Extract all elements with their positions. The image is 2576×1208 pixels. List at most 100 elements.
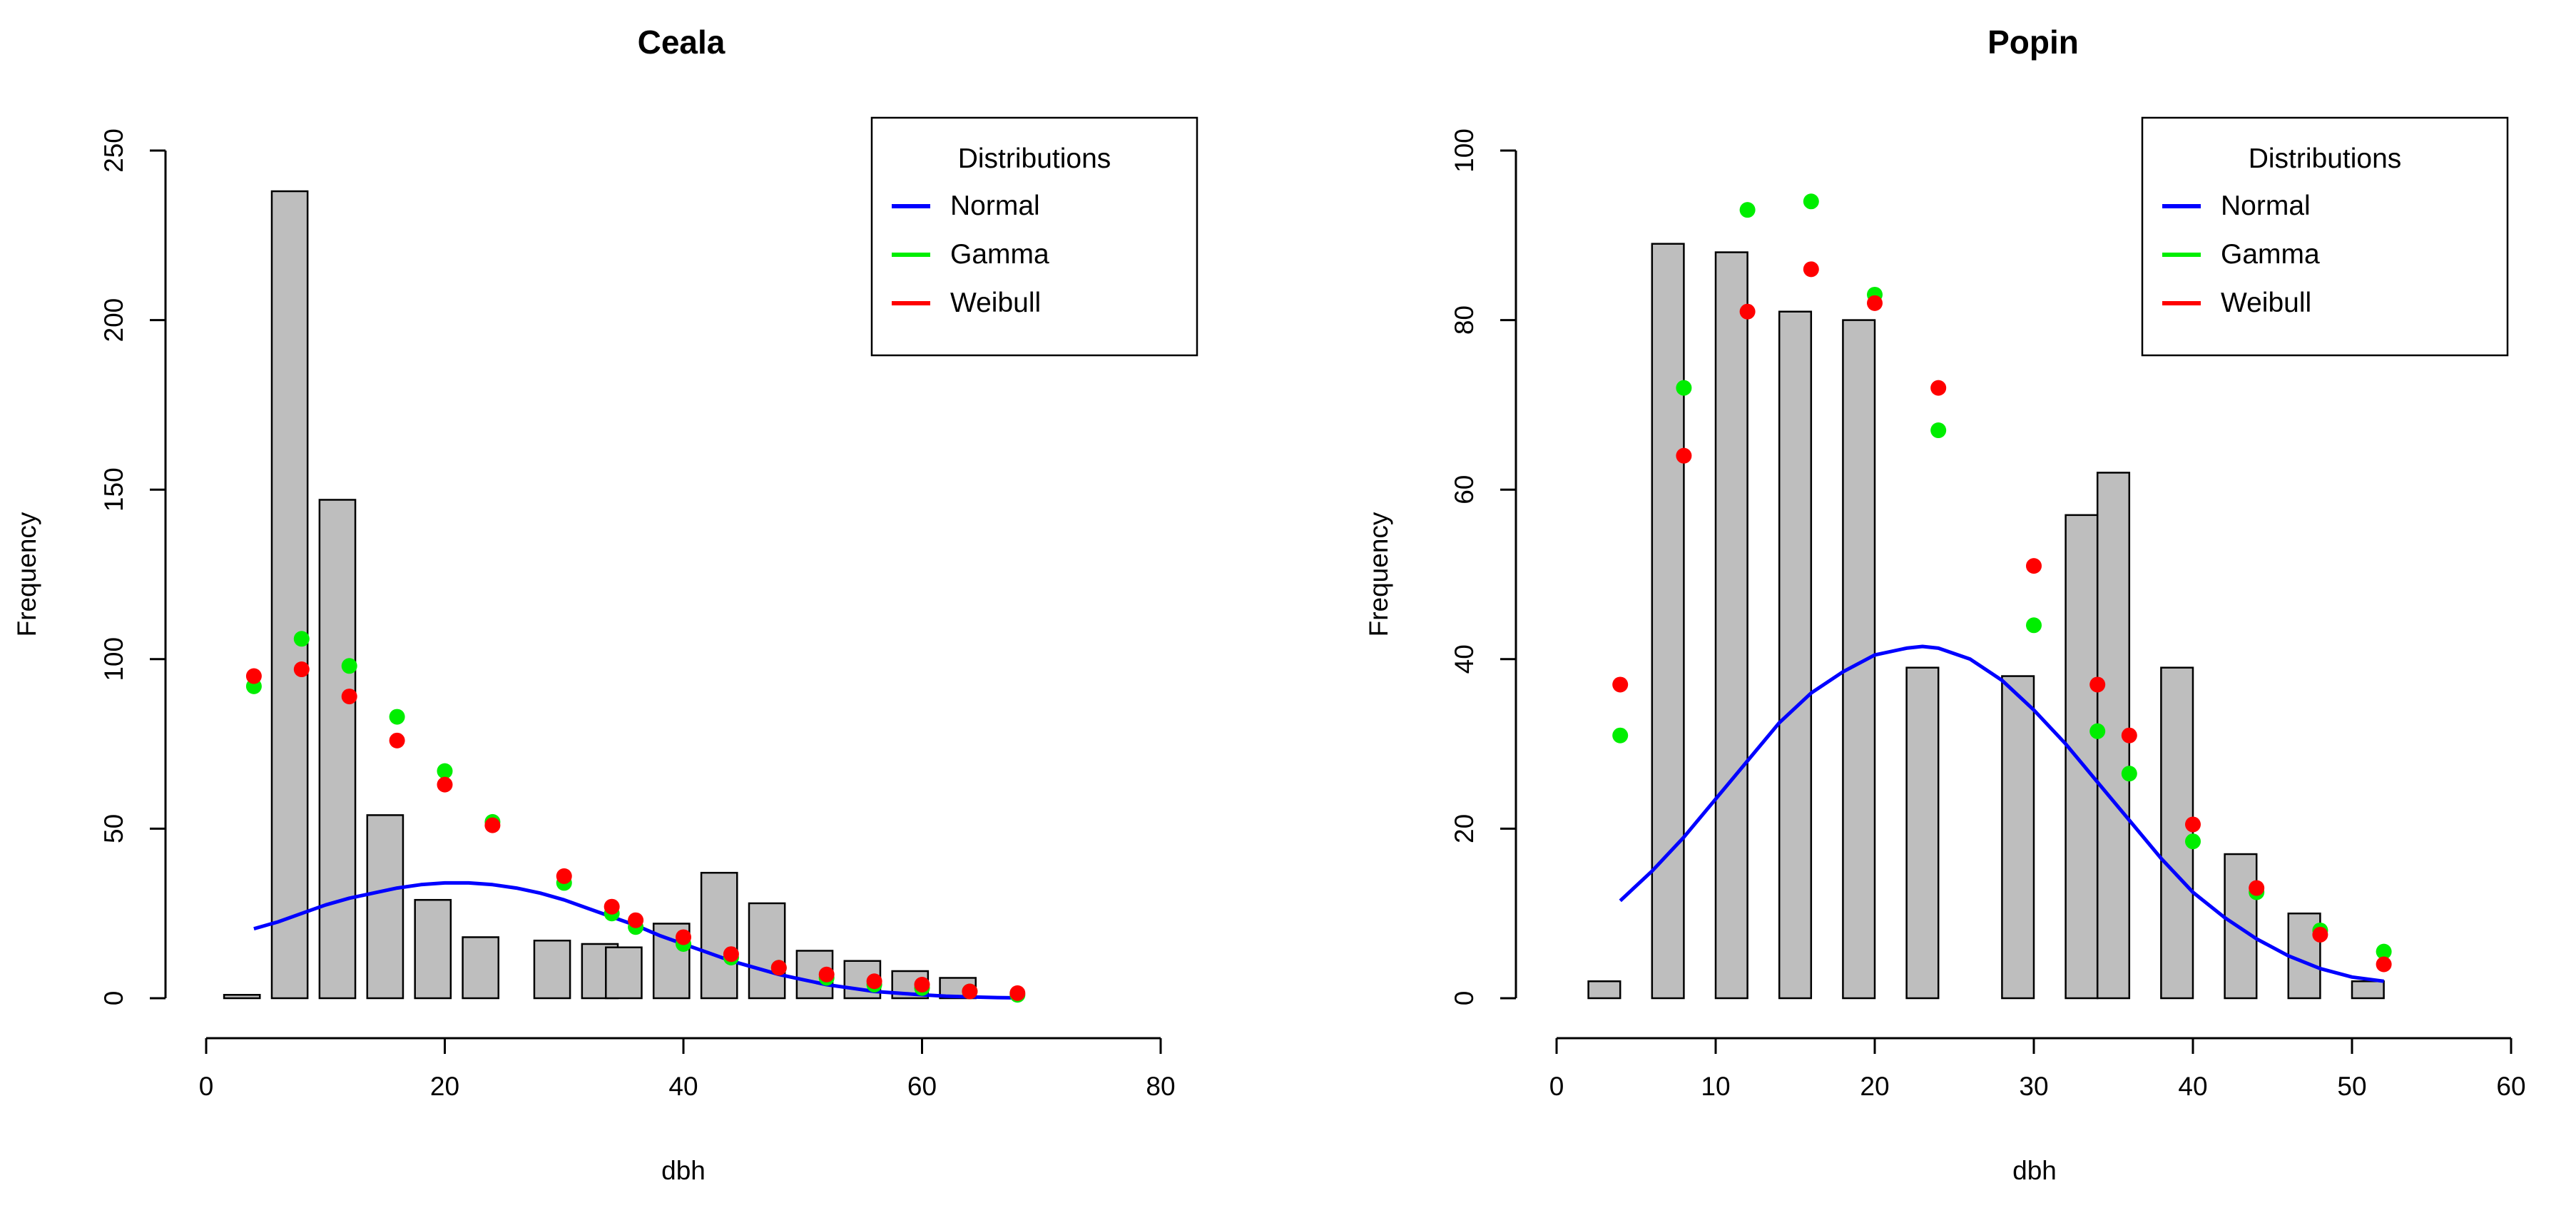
legend-label-weibull: Weibull: [950, 288, 1041, 318]
gamma-point: [2376, 943, 2392, 960]
y-tick-label: 20: [1450, 814, 1479, 843]
x-tick-label: 40: [668, 1072, 698, 1101]
y-tick-label: 150: [99, 467, 128, 512]
weibull-point: [866, 973, 882, 990]
histogram-bar: [270, 190, 309, 1000]
y-axis-label: Frequency: [12, 512, 41, 636]
y-tick-label: 80: [1450, 305, 1479, 335]
weibull-point: [2089, 676, 2106, 693]
weibull-point: [2121, 727, 2137, 743]
gamma-point: [1612, 727, 1629, 743]
y-tick-label: 100: [99, 637, 128, 681]
legend-title: Distributions: [958, 143, 1111, 174]
weibull-point: [962, 983, 978, 1000]
histogram-bar: [1905, 666, 1940, 1000]
histogram-bar: [1651, 243, 1685, 1000]
legend-box: [2141, 116, 2509, 357]
weibull-point: [1009, 985, 1026, 1001]
legend-label-gamma: Gamma: [2221, 239, 2320, 270]
gamma-point: [293, 631, 310, 647]
y-tick-label: 200: [99, 298, 128, 342]
weibull-point: [1930, 380, 1947, 396]
histogram-bar: [2001, 675, 2035, 1000]
gamma-point: [2185, 833, 2201, 850]
weibull-point: [2026, 558, 2042, 574]
weibull-point: [2312, 926, 2328, 943]
weibull-point: [604, 898, 620, 915]
histogram-bar: [748, 902, 786, 1000]
legend: Distributions Normal Gamma Weibull: [870, 116, 1198, 357]
x-tick-label: 40: [2178, 1072, 2207, 1101]
y-tick-label: 250: [99, 128, 128, 173]
legend-label-normal: Normal: [950, 191, 1040, 221]
legend-label-normal: Normal: [2221, 191, 2311, 221]
legend-label-gamma: Gamma: [950, 239, 1049, 270]
legend-label-weibull: Weibull: [2221, 288, 2311, 318]
histogram-bar: [2351, 980, 2385, 1000]
gamma-point: [1930, 422, 1947, 439]
histogram-bar: [223, 993, 261, 1000]
weibull-point: [437, 776, 453, 793]
x-axis-label: dbh: [2012, 1156, 2057, 1185]
y-tick-label: 100: [1450, 128, 1479, 173]
gamma-point: [2026, 617, 2042, 634]
gamma-point: [2121, 766, 2137, 782]
weibull-point: [341, 689, 357, 705]
histogram-bar: [1778, 310, 1813, 1000]
gamma-point: [1739, 202, 1756, 218]
x-tick-label: 80: [1146, 1072, 1175, 1101]
weibull-point: [1612, 676, 1629, 693]
histogram-bar: [605, 946, 643, 1000]
y-tick-label: 0: [99, 991, 128, 1006]
histogram-bar: [700, 871, 738, 1000]
gamma-point: [389, 709, 405, 725]
x-tick-label: 60: [907, 1072, 937, 1101]
y-tick-label: 60: [1450, 475, 1479, 504]
weibull-point: [914, 976, 930, 993]
y-axis-label: Frequency: [1364, 512, 1393, 636]
y-tick-label: 50: [99, 814, 128, 843]
legend-title: Distributions: [2249, 143, 2402, 174]
x-tick-label: 0: [1549, 1072, 1564, 1101]
x-tick-label: 50: [2337, 1072, 2366, 1101]
histogram-bar: [1587, 980, 1622, 1000]
histogram-bar: [366, 814, 404, 1000]
x-axis-label: dbh: [661, 1156, 706, 1185]
gamma-point: [341, 658, 357, 674]
weibull-point: [676, 929, 691, 945]
weibull-point: [484, 817, 501, 833]
gamma-point: [1676, 380, 1692, 396]
chart-title: Ceala: [638, 24, 726, 61]
gamma-point: [437, 763, 453, 779]
legend-box: [870, 116, 1198, 357]
weibull-point: [1803, 261, 1819, 278]
gamma-point: [2089, 723, 2106, 739]
x-tick-label: 20: [1860, 1072, 1889, 1101]
weibull-point: [723, 946, 739, 963]
weibull-point: [389, 732, 405, 748]
x-tick-label: 20: [430, 1072, 459, 1101]
histogram-bar: [533, 939, 571, 1000]
weibull-point: [1867, 295, 1883, 311]
weibull-point: [2249, 880, 2265, 896]
weibull-point: [2185, 816, 2201, 833]
legend: Distributions Normal Gamma Weibull: [2141, 116, 2509, 357]
weibull-point: [1676, 447, 1692, 464]
weibull-point: [245, 668, 262, 684]
x-tick-label: 10: [1701, 1072, 1730, 1101]
histogram-bar: [1714, 251, 1748, 1000]
chart-title: Popin: [1987, 24, 2079, 61]
weibull-point: [818, 966, 835, 983]
panel-popin: Popin dbh Frequency 0 10 20 30 40 50 60 0 20 40 60 80 1…: [1364, 24, 2526, 1185]
histogram-bar: [462, 936, 500, 1000]
weibull-point: [770, 960, 787, 976]
weibull-point: [628, 912, 644, 928]
histogram-bar: [2065, 514, 2099, 1000]
weibull-point: [1739, 303, 1756, 320]
panel-ceala: Ceala dbh Frequency 0 20 40 60 80 0 50 100 150 200 25…: [12, 24, 1198, 1185]
histogram-bar: [2160, 666, 2194, 1000]
y-tick-label: 0: [1450, 991, 1479, 1006]
histogram-bar: [318, 499, 357, 1000]
y-tick-label: 40: [1450, 644, 1479, 674]
